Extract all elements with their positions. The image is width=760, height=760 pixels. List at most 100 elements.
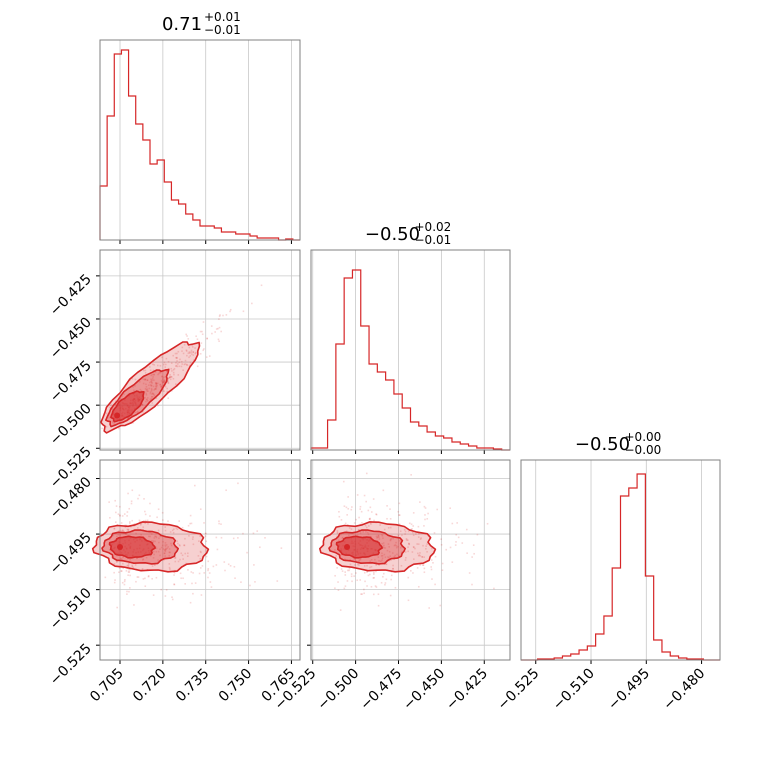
scatter-point <box>136 557 138 560</box>
scatter-point <box>146 519 149 522</box>
scatter-point <box>185 349 188 352</box>
scatter-point <box>122 530 125 532</box>
scatter-point <box>387 556 389 558</box>
scatter-point <box>389 555 391 557</box>
scatter-point <box>144 396 146 399</box>
scatter-point <box>336 532 339 534</box>
scatter-point <box>108 416 111 419</box>
scatter-point <box>199 550 202 553</box>
scatter-point <box>160 546 163 549</box>
scatter-point <box>175 365 177 367</box>
scatter-point <box>127 571 130 573</box>
hist-axes-1 <box>310 249 511 451</box>
scatter-point <box>207 560 210 563</box>
param-title-upper-2: +0.00 <box>625 430 662 444</box>
scatter-point <box>183 343 186 346</box>
scatter-point <box>337 589 340 591</box>
scatter-point <box>343 505 346 507</box>
scatter-point <box>177 560 180 563</box>
scatter-point <box>164 526 167 528</box>
scatter-point <box>151 377 154 380</box>
scatter-point <box>157 550 160 553</box>
scatter-point <box>138 380 141 383</box>
scatter-point <box>172 354 175 357</box>
scatter-point <box>410 523 413 526</box>
scatter-point <box>387 543 390 545</box>
scatter-point <box>383 546 385 549</box>
scatter-point <box>161 380 164 383</box>
scatter-point <box>381 542 383 545</box>
scatter-point <box>175 356 177 359</box>
scatter-point <box>153 393 155 396</box>
scatter-point <box>397 534 400 537</box>
scatter-point <box>192 572 194 574</box>
scatter-point <box>455 541 457 543</box>
scatter-point <box>132 422 134 424</box>
scatter-point <box>123 580 126 583</box>
scatter-point <box>378 538 381 540</box>
scatter-point <box>161 375 163 378</box>
scatter-point <box>191 582 193 585</box>
scatter-point <box>201 330 203 333</box>
scatter-point <box>163 559 165 561</box>
scatter-point <box>399 540 401 542</box>
scatter-point <box>152 540 155 542</box>
scatter-point <box>344 585 347 587</box>
scatter-point <box>455 533 458 536</box>
scatter-point <box>384 583 386 586</box>
scatter-point <box>125 570 128 572</box>
scatter-point <box>417 554 420 557</box>
scatter-point <box>127 562 130 565</box>
scatter-point <box>155 382 158 385</box>
scatter-point <box>190 571 193 573</box>
scatter-point <box>445 548 448 551</box>
scatter-point <box>164 366 167 368</box>
scatter-point <box>409 570 412 572</box>
scatter-point <box>237 482 239 485</box>
scatter-point <box>372 577 375 579</box>
scatter-point <box>178 365 181 368</box>
scatter-point <box>170 389 173 392</box>
scatter-point <box>167 380 169 383</box>
scatter-point <box>153 389 155 391</box>
scatter-point <box>375 570 377 573</box>
scatter-point <box>164 385 167 388</box>
scatter-point <box>169 376 171 378</box>
histogram-2 <box>521 473 720 661</box>
scatter-point <box>151 402 154 404</box>
scatter-point <box>144 585 147 588</box>
scatter-point <box>400 564 403 567</box>
scatter-point <box>175 361 177 364</box>
scatter-point <box>157 559 159 561</box>
scatter-point <box>147 390 149 392</box>
scatter-point <box>188 364 191 367</box>
scatter-point <box>361 593 363 595</box>
scatter-point <box>426 543 428 545</box>
scatter-point <box>150 395 153 398</box>
scatter-point <box>130 500 133 503</box>
scatter-point <box>376 537 378 539</box>
scatter-point <box>128 507 131 510</box>
scatter-point <box>133 604 135 606</box>
scatter-point <box>392 567 394 570</box>
scatter-point <box>427 512 429 515</box>
scatter-point <box>118 567 121 569</box>
scatter-point <box>111 421 114 424</box>
scatter-point <box>138 494 141 497</box>
scatter-point <box>412 531 414 534</box>
scatter-point <box>154 388 156 390</box>
scatter-point <box>195 335 197 338</box>
scatter-point <box>406 539 409 542</box>
scatter-point <box>369 522 372 524</box>
scatter-point <box>109 406 111 409</box>
scatter-point <box>146 388 149 391</box>
scatter-point <box>363 494 366 497</box>
scatter-point <box>165 357 168 360</box>
scatter-point <box>372 498 375 500</box>
scatter-point <box>220 330 222 333</box>
scatter-point <box>382 537 384 539</box>
scatter-point <box>171 370 173 372</box>
scatter-point <box>163 361 166 364</box>
scatter-point <box>126 564 129 567</box>
scatter-point <box>334 574 336 577</box>
